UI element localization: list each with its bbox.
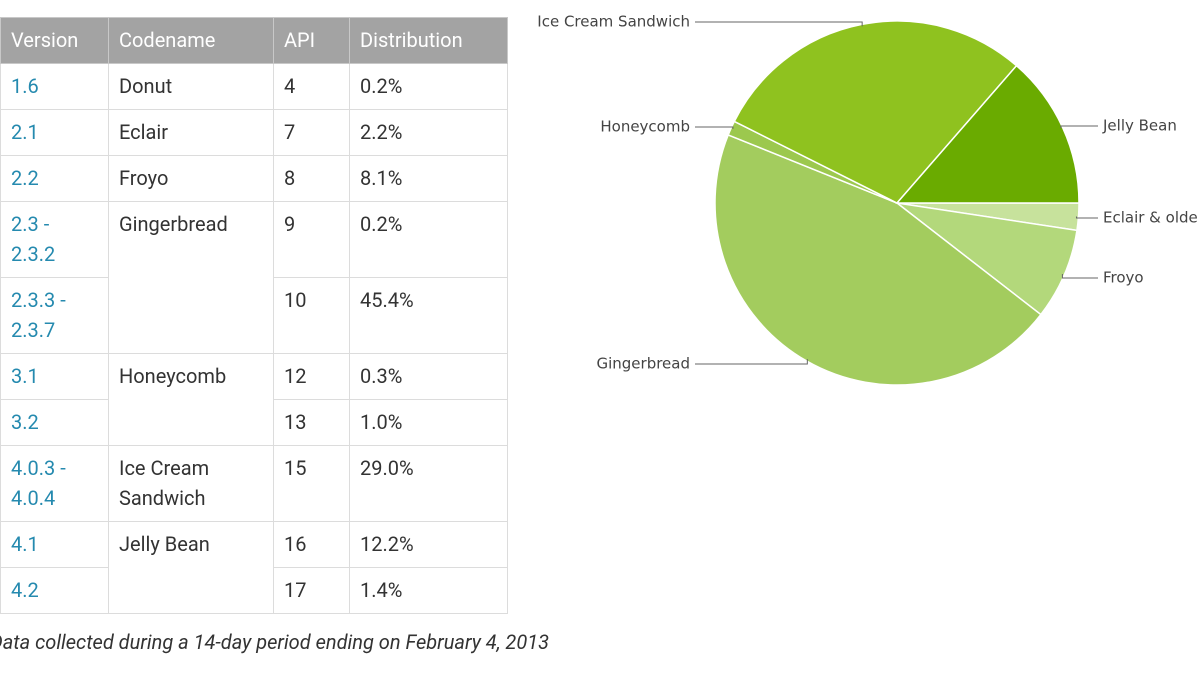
leader-line xyxy=(1060,125,1098,129)
codename-cell: Ice Cream Sandwich xyxy=(108,445,274,522)
codename-cell: Honeycomb xyxy=(108,353,274,446)
api-cell: 15 xyxy=(273,445,350,522)
table-row: 4.2 17 1.4% xyxy=(0,567,508,614)
api-cell: 8 xyxy=(273,155,350,202)
distribution-cell: 0.3% xyxy=(349,353,508,400)
leader-line xyxy=(695,126,734,129)
distribution-cell: 8.1% xyxy=(349,155,508,202)
distribution-table: Version Codename API Distribution 1.6 Donut 4… xyxy=(0,17,508,614)
version-link[interactable]: 4.2 xyxy=(0,567,109,614)
table-row: 3.1 Honeycomb 12 0.3% xyxy=(0,353,508,446)
header-row: Version Codename API Distribution xyxy=(0,17,508,64)
slice-label: Honeycomb xyxy=(600,118,690,136)
leader-line xyxy=(695,21,863,27)
slice-label: Jelly Bean xyxy=(1102,117,1177,135)
version-link[interactable]: 1.6 xyxy=(0,63,109,110)
table-row: 2.3.3 - 2.3.7 10 45.4% xyxy=(0,277,508,354)
leader-line xyxy=(1075,216,1098,219)
version-link[interactable]: 4.1 xyxy=(0,521,109,568)
distribution-cell: 0.2% xyxy=(349,63,508,110)
table-row: 4.0.3 - 4.0.4 Ice Cream Sandwich 15 29.0% xyxy=(0,445,508,522)
table-row: 2.3 - 2.3.2 Gingerbread 9 0.2% xyxy=(0,201,508,354)
distribution-cell: 45.4% xyxy=(349,277,508,354)
table-body: 1.6 Donut 4 0.2% 2.1 Eclair 7 2.2% 2.2 Froyo 8 8.1%… xyxy=(0,63,508,614)
distribution-cell: 12.2% xyxy=(349,521,508,568)
slice-label: Ice Cream Sandwich xyxy=(537,13,690,31)
slice-label: Gingerbread xyxy=(596,355,690,373)
version-link[interactable]: 3.2 xyxy=(0,399,109,446)
distribution-cell: 29.0% xyxy=(349,445,508,522)
header-cell: Distribution xyxy=(349,17,508,64)
codename-cell: Eclair xyxy=(108,109,274,156)
version-link[interactable]: 4.0.3 - 4.0.4 xyxy=(0,445,109,522)
table-row: 2.2 Froyo 8 8.1% xyxy=(0,155,508,202)
api-cell: 13 xyxy=(273,399,350,446)
codename-cell: Jelly Bean xyxy=(108,521,274,614)
version-link[interactable]: 2.1 xyxy=(0,109,109,156)
distribution-cell: 1.4% xyxy=(349,567,508,614)
distribution-cell: 0.2% xyxy=(349,201,508,278)
distribution-cell: 2.2% xyxy=(349,109,508,156)
api-cell: 9 xyxy=(273,201,350,278)
version-link[interactable]: 2.3 - 2.3.2 xyxy=(0,201,109,278)
leader-line xyxy=(695,359,808,365)
pie-slice xyxy=(714,133,1042,386)
slice-label: Froyo xyxy=(1103,269,1144,287)
pie-slice xyxy=(895,64,1080,204)
pie-slice xyxy=(894,201,1078,316)
caption: Data collected during a 14-day period en… xyxy=(0,630,550,654)
table-row: 1.6 Donut 4 0.2% xyxy=(0,63,508,110)
api-cell: 4 xyxy=(273,63,350,110)
header-cell: Version xyxy=(0,17,109,64)
version-link[interactable]: 2.3.3 - 2.3.7 xyxy=(0,277,109,354)
leader-line xyxy=(1061,273,1098,279)
api-cell: 10 xyxy=(273,277,350,354)
slice-label: Eclair & olde xyxy=(1103,209,1198,227)
